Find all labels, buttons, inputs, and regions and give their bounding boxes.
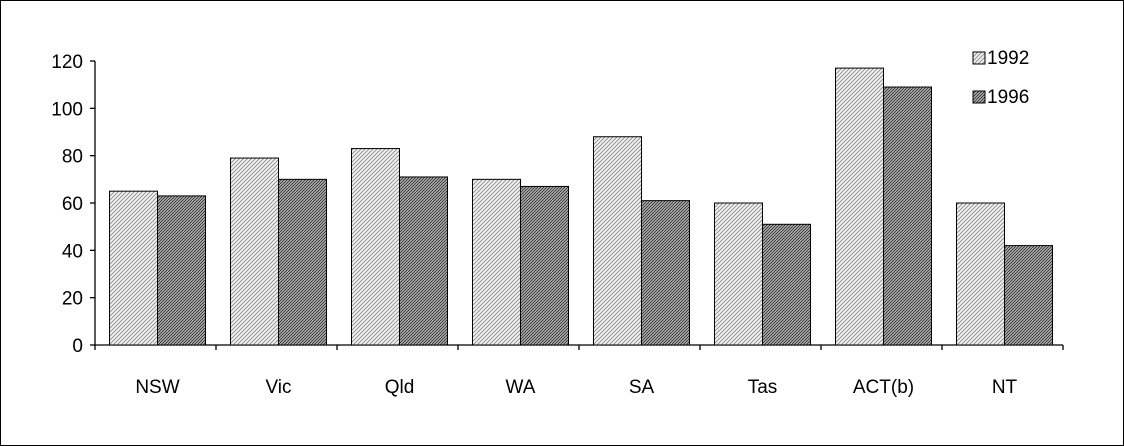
x-category-label: NT <box>992 377 1018 398</box>
legend-swatch-series-1992 <box>972 51 986 65</box>
legend: 1992 1996 <box>972 48 1029 108</box>
bar-series-1996-qld <box>399 176 448 346</box>
bar-series-1996-actb <box>883 86 932 346</box>
y-tick-label: 120 <box>51 52 83 73</box>
y-tick-label: 40 <box>62 241 83 262</box>
bar-series-1992-wa <box>472 178 521 346</box>
x-category-label: Vic <box>265 377 291 398</box>
bar-series-1992-tas <box>714 202 763 346</box>
y-tick-label: 0 <box>72 336 83 357</box>
legend-label-series-1996: 1996 <box>987 87 1029 108</box>
legend-label-series-1992: 1992 <box>987 48 1029 69</box>
y-tick-label: 60 <box>62 194 83 215</box>
bar-series-1996-wa <box>520 185 569 346</box>
x-category-label: Qld <box>385 377 415 398</box>
bar-series-1992-vic <box>230 157 279 346</box>
bar-series-1992-nsw <box>109 190 158 346</box>
axes: 0 20 40 60 80 100 120 NSW Vic Qld WA SA Tas ACT(b) NT <box>51 52 1064 398</box>
x-category-label: Tas <box>748 377 778 398</box>
bar-series-1992-qld <box>351 148 400 346</box>
x-category-label: NSW <box>135 377 179 398</box>
x-category-label: WA <box>506 377 536 398</box>
y-tick-label: 100 <box>51 99 83 120</box>
x-category-label: SA <box>629 377 655 398</box>
y-tick-label: 80 <box>62 147 83 168</box>
bar-series-1996-vic <box>278 178 327 346</box>
bar-series-1996-nsw <box>157 195 206 346</box>
x-category-label: ACT(b) <box>853 377 914 398</box>
bars <box>109 67 1053 346</box>
y-tick-label: 20 <box>62 289 83 310</box>
legend-swatch-series-1996 <box>972 90 986 104</box>
bar-series-1992-nt <box>956 202 1005 346</box>
bar-series-1992-sa <box>593 136 642 346</box>
bar-series-1996-nt <box>1004 245 1053 346</box>
bar-series-1992-actb <box>835 67 884 346</box>
bar-series-1996-sa <box>641 200 690 346</box>
bar-series-1996-tas <box>762 223 811 346</box>
